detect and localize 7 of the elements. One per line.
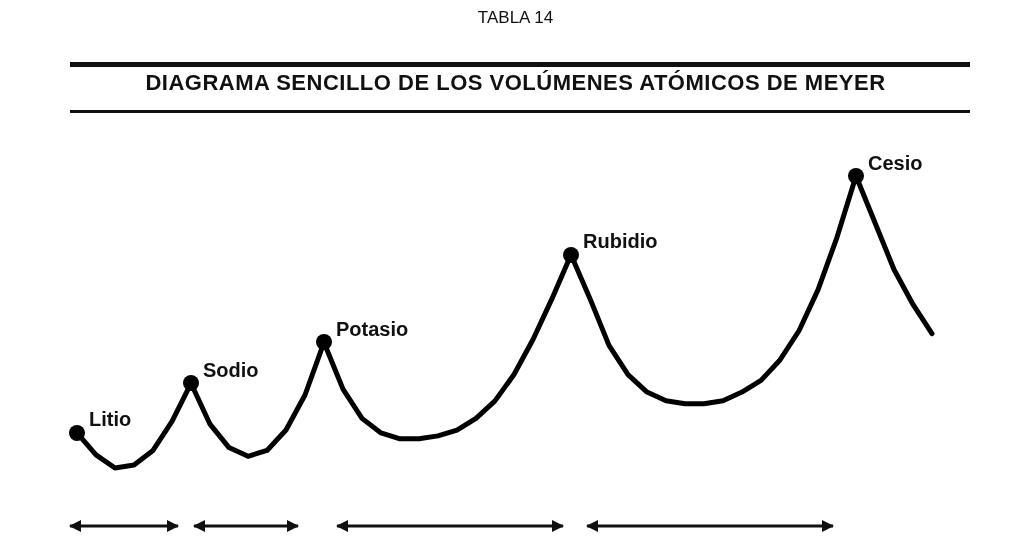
annotation: Potasio xyxy=(336,317,409,340)
text: Cesio xyxy=(868,151,923,174)
annotation: Rubidio xyxy=(583,230,658,253)
annotation: Sodio xyxy=(203,358,259,381)
chart-subtitle: TABLA 14 xyxy=(476,8,555,28)
chart-title: DIAGRAMA SENCILLO DE LOS VOLÚMENES ATÓMICOS DE MEYER xyxy=(144,70,887,96)
annotation: Litio xyxy=(89,408,132,431)
